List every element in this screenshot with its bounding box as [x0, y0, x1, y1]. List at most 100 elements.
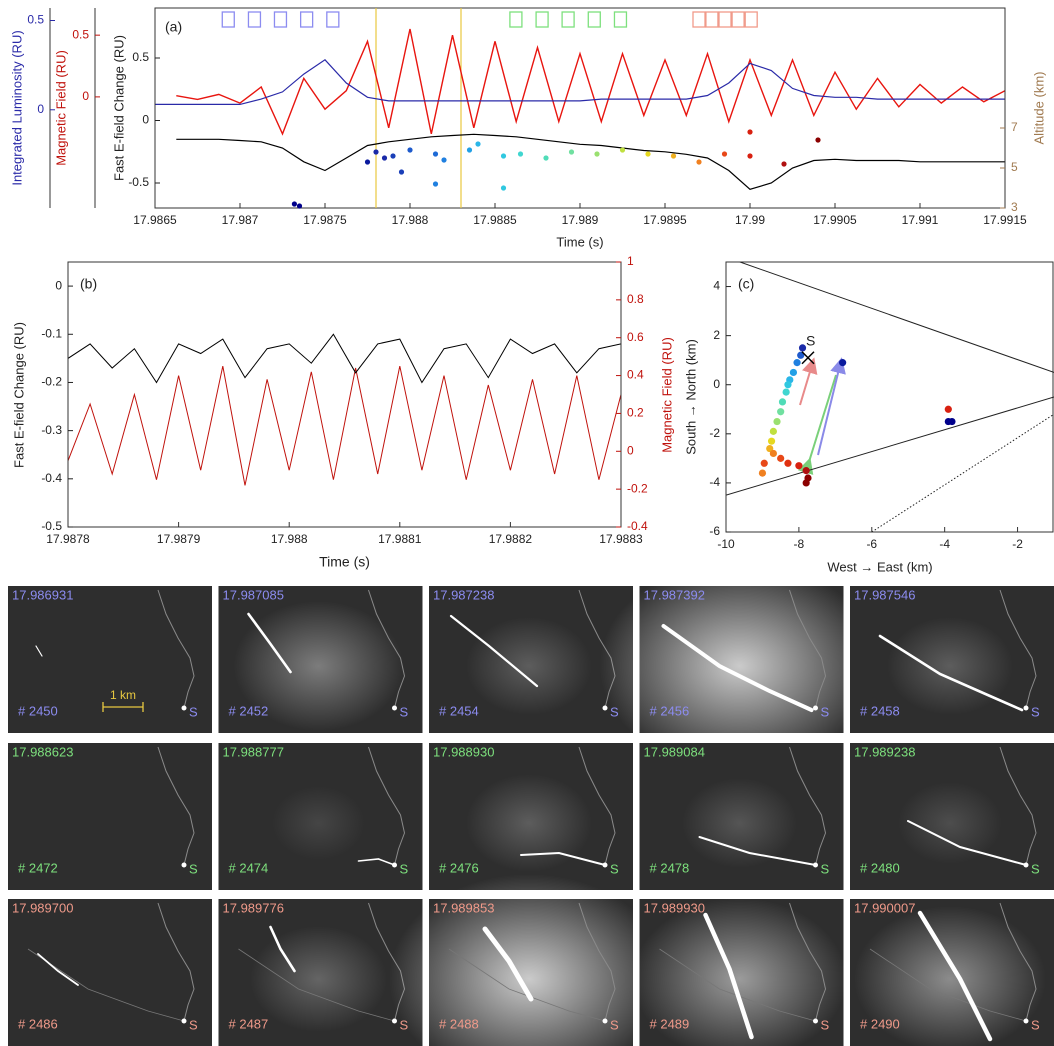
altitude-point — [398, 169, 405, 175]
camera-frame: 17.989084 # 2478 S — [639, 743, 844, 890]
lightning-leader — [907, 820, 1027, 866]
x-axis-title: Time (s) — [319, 554, 370, 570]
station-glow — [1023, 1018, 1029, 1024]
frame-time: 17.988777 — [223, 744, 284, 759]
frame-number: # 2456 — [650, 703, 690, 718]
source-point — [798, 344, 807, 352]
source-point — [784, 381, 792, 389]
x-tick-label: -10 — [717, 537, 735, 551]
axis-title: Magnetic Field (RU) — [53, 50, 68, 166]
frame-number: # 2476 — [439, 860, 479, 875]
fov-line — [738, 262, 1054, 373]
glow — [887, 617, 1013, 715]
axis-title: South → North (km) — [683, 339, 698, 455]
panel-c-arrows — [797, 357, 846, 476]
frame-marker — [561, 11, 575, 28]
source-point — [769, 427, 777, 435]
station-glow — [181, 705, 187, 711]
y-tick-label: 0 — [37, 102, 44, 116]
lightning-leader — [482, 926, 534, 1002]
lightning-leader — [269, 925, 296, 973]
source-point — [797, 351, 805, 359]
glow — [272, 786, 365, 860]
station-glow — [813, 705, 818, 711]
altitude-point — [364, 159, 371, 165]
y-tick-label: 0.6 — [627, 330, 644, 344]
x-tick-label: 17.9882 — [489, 532, 533, 546]
frame-number: # 2472 — [18, 860, 58, 875]
frame-marker — [509, 11, 523, 28]
lightning-channel — [999, 902, 1037, 1022]
data-line — [176, 133, 1005, 190]
axis-title: Fast E-field Change (RU) — [111, 35, 126, 181]
altitude-point — [432, 181, 439, 187]
frame-time: 17.987392 — [644, 587, 705, 602]
source-point — [802, 479, 810, 487]
altitude-point — [721, 151, 728, 157]
source-point — [767, 437, 776, 445]
axis-title: Integrated Luminosity (RU) — [9, 30, 24, 185]
lightning-leader — [37, 953, 79, 986]
source-point — [758, 469, 767, 477]
frame-number: # 2452 — [229, 703, 269, 718]
frame-marker — [326, 11, 340, 28]
y-tick-label: 7 — [1011, 120, 1018, 134]
frame-station: S — [1031, 704, 1040, 719]
x-tick-label: 17.987 — [222, 213, 259, 227]
glow — [682, 778, 797, 868]
y-tick-label: 1 — [627, 254, 634, 268]
station-glow — [1023, 705, 1029, 711]
x-tick-label: 17.9915 — [983, 213, 1027, 227]
frame-number: # 2480 — [860, 860, 900, 875]
panel-c: S -10 -8 -6 -4 -2 -6 -4 -2 0 2 4 West → East (km) Sou… — [683, 261, 1054, 574]
y-tick-label: -6 — [709, 524, 720, 538]
y-tick-label: 0 — [82, 89, 89, 103]
y-tick-label: 0.5 — [27, 13, 44, 27]
source-point — [789, 368, 798, 377]
station-glow — [602, 705, 608, 711]
frame-marker — [692, 11, 706, 28]
y-tick-label: -0.5 — [128, 175, 149, 189]
frame-station: S — [189, 861, 198, 876]
frame-time: 17.986931 — [12, 587, 73, 602]
frame-station: S — [400, 861, 409, 876]
camera-frame: 17.989853 # 2488 S — [389, 874, 669, 1046]
lightning-channel — [789, 902, 827, 1022]
lightning-channel — [368, 589, 406, 709]
x-tick-label: 17.989 — [562, 213, 599, 227]
lightning-leader — [520, 851, 606, 866]
camera-frame: 17.989238 # 2480 S — [850, 743, 1054, 890]
altitude-point — [466, 147, 473, 153]
camera-frame: 17.988777 # 2474 S — [218, 743, 423, 890]
altitude-point — [670, 153, 677, 159]
altitude-point — [747, 153, 753, 159]
frame-marker — [247, 11, 262, 28]
frame-marker — [718, 11, 732, 28]
altitude-point — [781, 161, 787, 167]
station-glow — [813, 862, 818, 868]
plot-frame — [725, 261, 1054, 533]
y-tick-label: 0.8 — [627, 292, 644, 306]
arrow — [797, 374, 837, 476]
altitude-point — [432, 151, 439, 157]
altitude-point — [296, 203, 303, 209]
data-line — [176, 28, 1005, 136]
panel-label: (b) — [80, 276, 97, 292]
x-tick-label: 17.9881 — [378, 532, 422, 546]
altitude-point — [594, 151, 600, 157]
camera-frame: 17.989700 # 2486 S — [8, 899, 212, 1046]
frame-time: 17.989700 — [12, 900, 73, 915]
glow — [233, 601, 404, 731]
camera-frame: 17.989776# 2487S — [218, 899, 423, 1046]
x-tick-label: 17.9879 — [157, 532, 201, 546]
lightning-channel — [999, 589, 1037, 709]
panel-a: 17.9865 17.987 17.9875 17.988 17.9885 17.989 1… — [9, 7, 1046, 249]
frame-background — [8, 899, 212, 1046]
source-point — [766, 444, 774, 453]
y-tick-label: -0.1 — [41, 326, 62, 340]
lightning-channel — [238, 948, 395, 1022]
y-tick-label: 2 — [713, 328, 720, 342]
frame-marker — [705, 11, 719, 28]
plot-frame — [67, 261, 622, 528]
